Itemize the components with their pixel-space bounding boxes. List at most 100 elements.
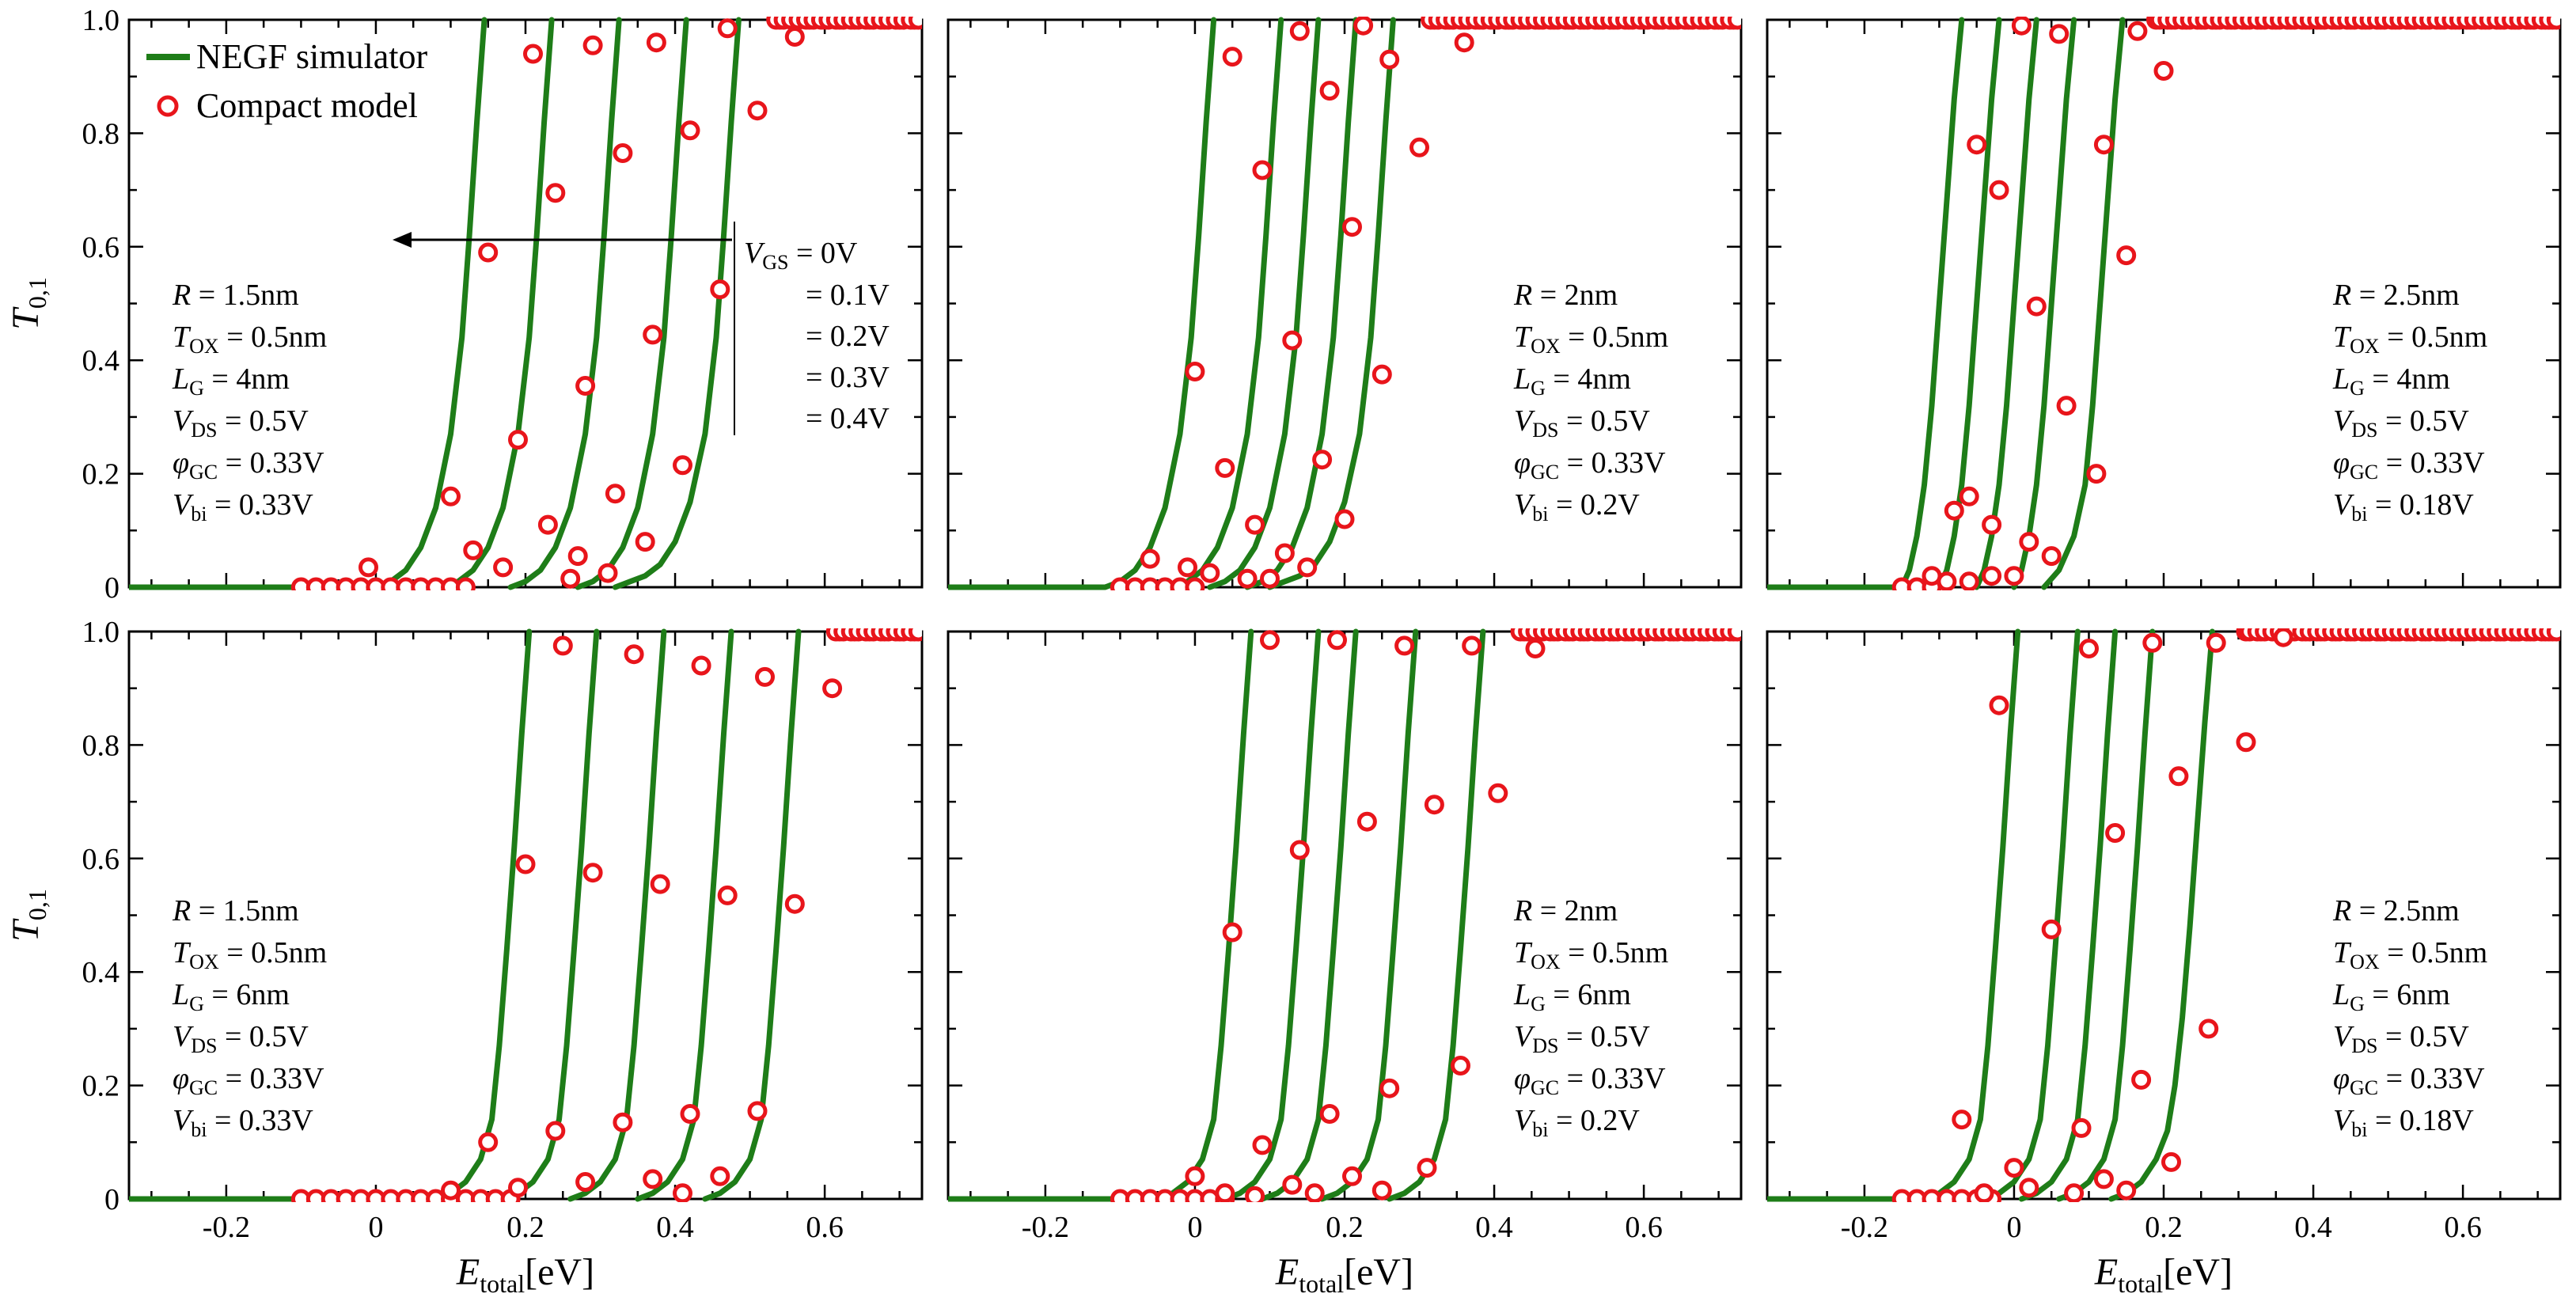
negf-series-line — [1222, 628, 1322, 1202]
param-line-part: = 4nm — [1546, 362, 1631, 396]
param-line: R = 2.5nm — [2332, 894, 2460, 928]
negf-series-line — [948, 628, 1254, 1202]
compact-marker — [2153, 61, 2174, 81]
compact-marker — [822, 678, 843, 699]
negf-series-line — [1387, 628, 1486, 1202]
param-line-part: GC — [189, 461, 218, 484]
param-line-part: V — [173, 1020, 194, 1053]
y-tick-label: 1.0 — [82, 4, 120, 37]
compact-marker — [493, 557, 514, 578]
param-line: TOX = 0.5nm — [173, 321, 327, 358]
compact-marker — [1974, 1183, 1994, 1202]
param-line-part: φ — [1514, 1062, 1531, 1095]
compact-marker — [1409, 137, 1429, 157]
compact-marker — [1260, 568, 1280, 589]
y-tick-label: 0.4 — [82, 956, 120, 989]
compact-marker — [2071, 1117, 2092, 1138]
param-line: LG = 6nm — [172, 978, 290, 1015]
negf-series-line — [612, 17, 742, 590]
compact-marker — [1215, 1183, 1235, 1202]
param-line: φGC = 0.33V — [173, 1062, 324, 1099]
compact-marker — [582, 863, 603, 883]
compact-marker — [1982, 566, 2002, 586]
compact-marker — [1342, 217, 1362, 237]
compact-marker — [747, 1101, 768, 1121]
compact-marker — [441, 1180, 461, 1201]
param-line-part: DS — [2351, 1034, 2377, 1057]
param-line-part: OX — [1531, 950, 1561, 973]
compact-marker — [643, 324, 663, 345]
param-line-part: = 0.5nm — [2380, 936, 2488, 969]
x-tick-label: 0.4 — [2294, 1211, 2332, 1244]
compact-marker — [1989, 180, 2009, 200]
param-line-part: = 6nm — [1546, 978, 1631, 1011]
negf-series-line — [1207, 17, 1322, 590]
param-line-part: = 0.5V — [1558, 1020, 1650, 1053]
param-line-part: V — [2333, 1104, 2354, 1137]
compact-marker — [680, 1104, 700, 1124]
param-line-part: bi — [191, 503, 207, 525]
compact-marker — [1245, 514, 1265, 535]
compact-marker — [717, 885, 738, 905]
param-line: φGC = 0.33V — [2333, 446, 2485, 484]
vgs-label-2: = 0.2V — [806, 320, 890, 353]
param-line-part: bi — [1532, 1118, 1548, 1141]
compact-marker — [1727, 17, 1741, 30]
y-tick-label: 0.8 — [82, 117, 120, 150]
param-line-part: bi — [1532, 503, 1548, 525]
param-line-part: V — [1514, 1020, 1535, 1053]
param-line-part: V — [173, 488, 194, 522]
param-line-part: = 4nm — [2365, 362, 2450, 396]
param-line-part: R — [172, 894, 191, 928]
vgs-annotation: VGS = 0V = 0.1V = 0.2V = 0.3V = 0.4V — [393, 222, 890, 435]
param-line-part: GC — [2350, 1076, 2378, 1099]
compact-marker — [1394, 635, 1415, 656]
param-line-part: R — [172, 279, 191, 312]
compact-marker — [2199, 1019, 2219, 1039]
param-line: LG = 4nm — [2332, 362, 2450, 400]
compact-marker — [1334, 509, 1355, 529]
param-line: R = 1.5nm — [172, 279, 299, 312]
param-line: φGC = 0.33V — [1514, 1062, 1666, 1099]
compact-marker — [478, 1132, 499, 1152]
negf-series-line — [1936, 17, 2002, 590]
data-layer — [129, 628, 922, 1202]
negf-series-line — [2011, 17, 2077, 590]
x-tick-label: 0.6 — [2444, 1211, 2482, 1244]
param-line-part: DS — [191, 1034, 217, 1057]
vgs-arrow-head — [393, 232, 412, 248]
compact-marker — [2026, 296, 2047, 317]
param-line-part: φ — [1514, 446, 1531, 480]
compact-marker — [1454, 32, 1474, 53]
compact-marker — [2041, 546, 2062, 567]
param-line-part: GC — [2350, 461, 2378, 484]
param-line-part: OX — [2350, 950, 2380, 973]
compact-marker — [1260, 630, 1280, 651]
compact-marker — [1245, 1186, 1265, 1202]
param-line-part: G — [1531, 992, 1546, 1015]
compact-marker — [1178, 557, 1197, 578]
compact-marker — [605, 484, 625, 504]
param-line: TOX = 0.5nm — [173, 936, 327, 973]
param-line-part: φ — [173, 1062, 189, 1095]
param-line-part: = 0.5nm — [219, 321, 328, 354]
compact-marker — [2019, 1178, 2039, 1198]
x-tick-label: 0 — [2006, 1211, 2021, 1244]
param-line-part: DS — [2351, 419, 2377, 442]
param-line-part: = 0.33V — [218, 446, 324, 480]
param-line-part: = 0.33V — [1559, 1062, 1666, 1095]
compact-marker — [1185, 577, 1205, 590]
x-axis-title-sub: total — [1299, 1269, 1344, 1298]
param-line-part: V — [173, 404, 194, 438]
param-line-part: = 0.5V — [2377, 404, 2469, 438]
param-line-part: φ — [2333, 446, 2350, 480]
param-line-part: GC — [1531, 1076, 1559, 1099]
compact-marker — [2064, 1183, 2085, 1202]
compact-marker — [673, 455, 692, 476]
param-line-part: G — [2350, 992, 2365, 1015]
param-line-part: = 2.5nm — [2351, 279, 2460, 312]
